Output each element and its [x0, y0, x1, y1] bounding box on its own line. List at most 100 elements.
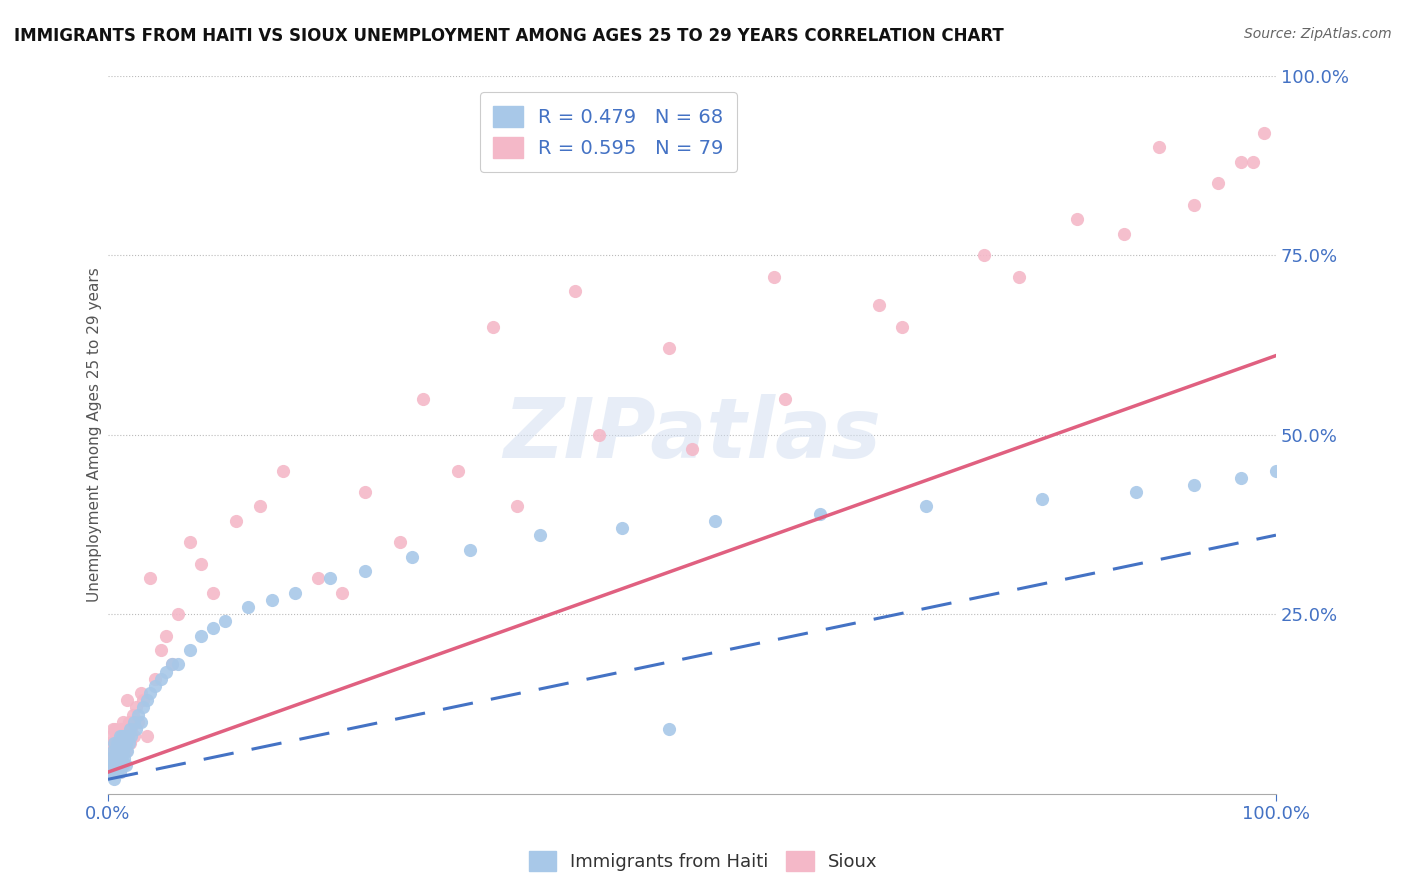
Point	[135, 693, 157, 707]
Point	[110, 751, 132, 765]
Point	[160, 657, 183, 672]
Text: IMMIGRANTS FROM HAITI VS SIOUX UNEMPLOYMENT AMONG AGES 25 TO 29 YEARS CORRELATIO: IMMIGRANTS FROM HAITI VS SIOUX UNEMPLOYM…	[14, 27, 1004, 45]
Point	[704, 514, 727, 528]
Point	[401, 549, 423, 564]
Point	[107, 758, 129, 772]
Point	[105, 751, 128, 765]
Point	[1031, 492, 1053, 507]
Point	[108, 736, 131, 750]
Point	[118, 714, 141, 729]
Point	[139, 686, 162, 700]
Point	[506, 500, 529, 514]
Point	[100, 758, 122, 772]
Point	[588, 427, 610, 442]
Legend: R = 0.479   N = 68, R = 0.595   N = 79: R = 0.479 N = 68, R = 0.595 N = 79	[479, 93, 737, 172]
Point	[111, 758, 134, 772]
Point	[225, 514, 247, 528]
Point	[110, 758, 132, 772]
Point	[120, 722, 142, 736]
Point	[179, 535, 201, 549]
Point	[284, 585, 307, 599]
Point	[112, 751, 135, 765]
Point	[107, 751, 129, 765]
Point	[114, 758, 136, 772]
Point	[388, 535, 411, 549]
Point	[125, 722, 148, 736]
Point	[129, 714, 152, 729]
Point	[120, 729, 142, 743]
Point	[98, 736, 121, 750]
Point	[115, 743, 138, 757]
Point	[149, 672, 172, 686]
Point	[98, 751, 121, 765]
Point	[179, 643, 201, 657]
Point	[111, 736, 134, 750]
Point	[108, 765, 131, 780]
Point	[132, 700, 155, 714]
Point	[108, 743, 131, 757]
Point	[125, 700, 148, 714]
Point	[1125, 485, 1147, 500]
Point	[115, 722, 138, 736]
Point	[1182, 478, 1205, 492]
Point	[891, 319, 914, 334]
Point	[149, 643, 172, 657]
Point	[103, 772, 125, 787]
Point	[127, 714, 149, 729]
Point	[1206, 176, 1229, 190]
Point	[104, 722, 127, 736]
Point	[111, 729, 134, 743]
Point	[101, 765, 124, 780]
Point	[112, 743, 135, 757]
Text: Source: ZipAtlas.com: Source: ZipAtlas.com	[1244, 27, 1392, 41]
Point	[658, 722, 681, 736]
Point	[117, 729, 139, 743]
Point	[129, 686, 152, 700]
Point	[775, 392, 797, 406]
Point	[202, 585, 225, 599]
Point	[190, 557, 212, 571]
Point	[260, 592, 283, 607]
Point	[100, 751, 122, 765]
Point	[330, 585, 353, 599]
Point	[810, 507, 832, 521]
Point	[107, 729, 129, 743]
Point	[103, 758, 125, 772]
Point	[658, 342, 681, 356]
Point	[100, 729, 122, 743]
Point	[103, 736, 125, 750]
Point	[135, 729, 157, 743]
Point	[110, 722, 132, 736]
Point	[101, 722, 124, 736]
Point	[132, 693, 155, 707]
Point	[118, 736, 141, 750]
Point	[482, 319, 505, 334]
Point	[529, 528, 551, 542]
Point	[155, 665, 177, 679]
Point	[1008, 269, 1031, 284]
Point	[1147, 140, 1170, 154]
Point	[202, 622, 225, 636]
Legend: Immigrants from Haiti, Sioux: Immigrants from Haiti, Sioux	[522, 844, 884, 879]
Point	[122, 714, 145, 729]
Point	[160, 657, 183, 672]
Point	[155, 629, 177, 643]
Point	[458, 542, 481, 557]
Point	[105, 765, 128, 780]
Point	[1253, 126, 1275, 140]
Point	[107, 751, 129, 765]
Point	[354, 485, 377, 500]
Point	[681, 442, 703, 456]
Point	[1265, 463, 1288, 477]
Point	[108, 729, 131, 743]
Point	[105, 736, 128, 750]
Point	[112, 736, 135, 750]
Point	[110, 736, 132, 750]
Point	[104, 736, 127, 750]
Point	[100, 758, 122, 772]
Point	[98, 765, 121, 780]
Point	[143, 672, 166, 686]
Point	[214, 615, 236, 629]
Point	[1230, 471, 1253, 485]
Point	[112, 729, 135, 743]
